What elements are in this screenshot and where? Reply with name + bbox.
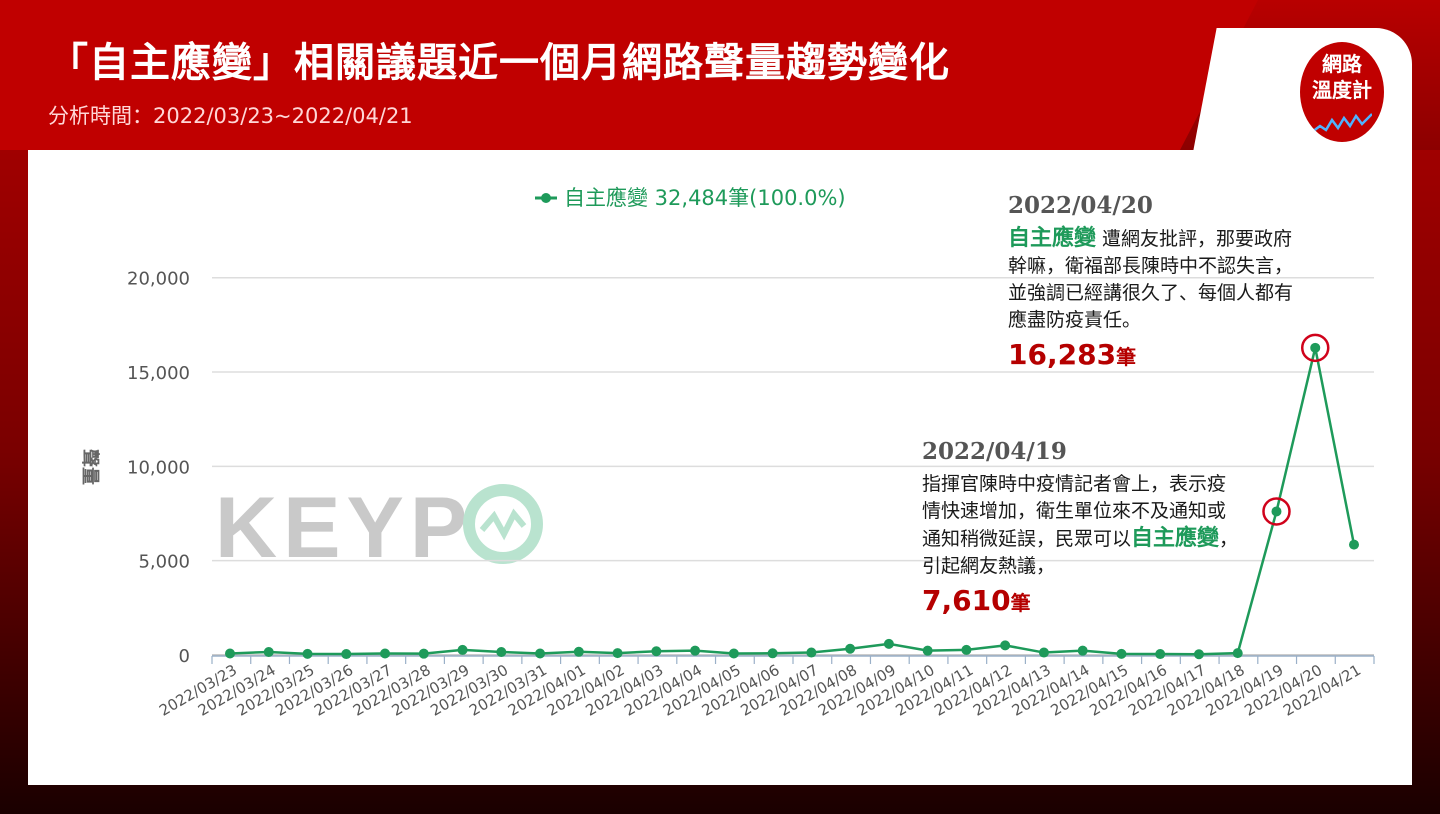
annotation-0420: 2022/04/20 自主應變 遭網友批評，那要政府幹嘛，衛福部長陳時中不認失言… (1008, 192, 1308, 371)
data-point (1193, 649, 1204, 660)
page-title: 「自主應變」相關議題近一個月網路聲量趨勢變化 (48, 40, 950, 86)
data-point (883, 638, 894, 649)
data-point (690, 645, 701, 656)
data-point (651, 646, 662, 657)
analysis-period: 分析時間：2022/03/23~2022/04/21 (48, 104, 413, 128)
keypo-watermark: KEYP (215, 480, 543, 576)
y-tick-label: 5,000 (138, 552, 190, 573)
logo-line-2: 溫度計 (1312, 78, 1372, 102)
annotation-count: 7,610筆 (922, 584, 1240, 617)
y-tick-label: 20,000 (127, 269, 190, 290)
data-point (341, 649, 352, 660)
annotation-body: 指揮官陳時中疫情記者會上，表示疫情快速增加，衛生單位來不及通知或通知稍微延誤，民… (922, 473, 1227, 550)
brand-logo: 網路 溫度計 (1300, 42, 1384, 142)
y-axis-label: 聲量 (79, 449, 101, 485)
watermark-text: KEYP (215, 480, 473, 576)
legend-marker (541, 193, 551, 203)
annotation-date: 2022/04/20 (1008, 192, 1153, 219)
data-point (961, 644, 972, 655)
data-point (806, 647, 817, 658)
chart-panel (28, 150, 1412, 785)
chart-legend: 自主應變 32,484筆(100.0%) (535, 186, 846, 210)
logo-line-1: 網路 (1322, 52, 1362, 76)
data-point (1116, 648, 1127, 659)
data-point (1155, 649, 1166, 660)
data-point (496, 646, 507, 657)
data-point (922, 645, 933, 656)
y-tick-label: 0 (179, 646, 190, 667)
annotation-count-unit: 筆 (1116, 345, 1137, 369)
annotation-body: 遭網友批評，那要政府幹嘛，衛福部長陳時中不認失言，並強調已經講很久了、每個人都有… (1008, 228, 1294, 331)
data-point (225, 648, 235, 659)
highlight-ring (1262, 497, 1291, 526)
data-point (573, 646, 584, 657)
data-point (535, 648, 546, 659)
annotation-0419: 2022/04/19 指揮官陳時中疫情記者會上，表示疫情快速增加，衛生單位來不及… (922, 438, 1240, 617)
data-point (1232, 648, 1243, 659)
data-point (767, 648, 778, 659)
annotation-date: 2022/04/19 (922, 438, 1067, 465)
data-point (1000, 640, 1011, 651)
data-point (1038, 647, 1049, 658)
data-point (612, 648, 623, 659)
watermark-o-icon (463, 484, 543, 564)
data-point (457, 644, 468, 655)
annotation-text: 自主應變 遭網友批評，那要政府幹嘛，衛福部長陳時中不認失言，並強調已經講很久了、… (1008, 225, 1308, 334)
annotation-count-value: 7,610 (922, 584, 1011, 617)
y-tick-label: 15,000 (127, 363, 190, 384)
annotation-count-value: 16,283 (1008, 338, 1117, 371)
series-points (225, 342, 1359, 660)
data-point (1271, 506, 1282, 517)
annotation-body-end: ，引起網友熱議， (922, 528, 1239, 577)
data-point (1310, 342, 1321, 353)
annotation-keyword: 自主應變 (1008, 226, 1097, 251)
legend-label: 自主應變 32,484筆(100.0%) (564, 186, 846, 210)
wave-icon (1312, 113, 1372, 133)
highlight-ring (1300, 333, 1330, 363)
highlight-rings (1262, 333, 1330, 526)
data-point (418, 648, 429, 659)
y-tick-label: 10,000 (127, 457, 190, 478)
annotation-count-unit: 筆 (1010, 591, 1031, 615)
series-polyline (229, 346, 1356, 656)
data-point (1077, 645, 1088, 656)
data-point (1349, 539, 1359, 550)
annotation-text: 指揮官陳時中疫情記者會上，表示疫情快速增加，衛生單位來不及通知或通知稍微延誤，民… (922, 471, 1240, 580)
data-point (728, 648, 739, 659)
data-point (380, 648, 391, 659)
data-point (302, 648, 313, 659)
data-point (263, 646, 274, 657)
x-axis: 2022/03/232022/03/242022/03/252022/03/26… (156, 655, 1375, 720)
series-line (229, 346, 1356, 656)
annotation-keyword: 自主應變 (1131, 526, 1220, 551)
data-point (845, 643, 856, 654)
annotation-count: 16,283筆 (1008, 338, 1308, 371)
y-axis: 0 5,000 10,000 15,000 20,000 (127, 269, 190, 667)
